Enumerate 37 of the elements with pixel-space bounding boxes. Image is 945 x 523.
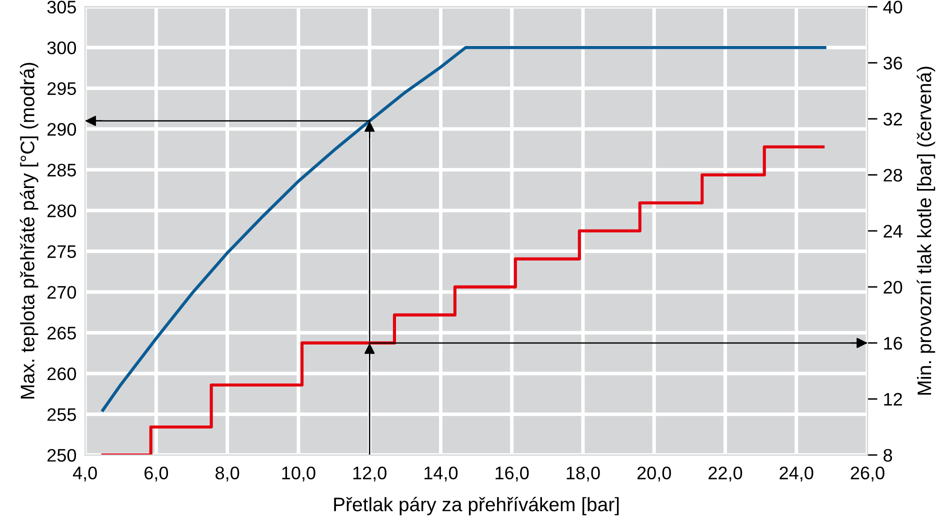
y-axis-title: Max. teplota přehřáté páry [°C] (modrá)	[20, 62, 38, 399]
x-axis-title: Přetlak páry za přehřívákem [bar]	[334, 496, 619, 516]
y2-tick-label: 16	[884, 336, 902, 350]
y-tick-label: 285	[48, 164, 76, 177]
y-tick-label: 270	[48, 286, 76, 299]
y-tick-label: 280	[48, 204, 76, 218]
x-tick-label: 16,0	[496, 466, 529, 482]
y2-tick-label: 24	[884, 224, 902, 238]
x-tick-label: 18,0	[566, 466, 600, 482]
y-tick-label: 260	[48, 367, 76, 380]
x-tick-label: 12,0	[353, 466, 386, 482]
x-tick-label: 10,0	[282, 466, 316, 482]
y2-tick-label: 12	[884, 392, 902, 406]
y-tick-label: 265	[48, 326, 76, 340]
line-series	[101, 46, 826, 412]
x-tick-label: 4,0	[72, 466, 97, 482]
y2-tick-label: 20	[884, 280, 902, 294]
x-tick-label: 22,0	[708, 466, 742, 482]
x-tick-label: 26,0	[850, 466, 884, 482]
y2-tick-label: 32	[883, 112, 902, 126]
x-tick-label: 8,0	[216, 466, 240, 482]
y2-tick-label: 8	[884, 448, 892, 462]
x-tick-label: 14,0	[424, 466, 458, 482]
y-tick-label: 250	[48, 448, 76, 462]
y-tick-label: 300	[47, 41, 76, 54]
y-tick-label: 275	[48, 245, 76, 258]
y2-axis-title: Min. provozní tlak kotle [bar] (červená)	[916, 66, 936, 395]
x-tick-label: 20,0	[637, 466, 671, 482]
x-tick-label: 6,0	[144, 466, 168, 482]
y2-tick-label: 28	[884, 168, 902, 182]
y2-tick-label: 40	[883, 0, 902, 14]
x-tick-label: 24,0	[780, 466, 814, 482]
y-tick-label: 295	[48, 82, 76, 96]
y2-tick-label: 36	[883, 56, 902, 70]
y-tick-label: 255	[48, 408, 76, 421]
y-tick-label: 290	[48, 122, 76, 136]
y-tick-label: 305	[47, 0, 76, 14]
